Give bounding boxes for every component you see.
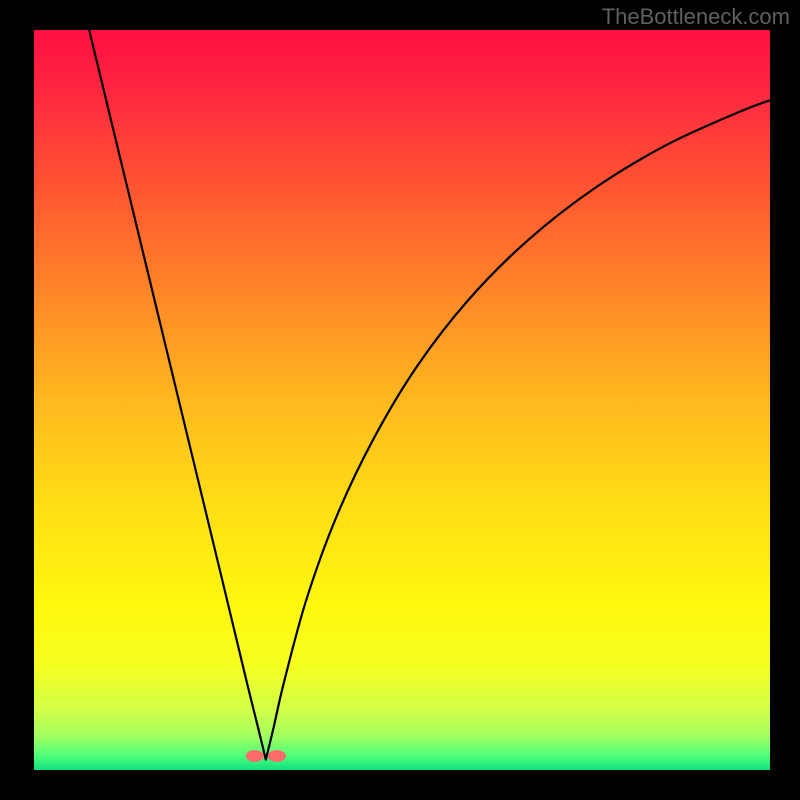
vertex-marker xyxy=(246,750,264,762)
curve-overlay xyxy=(34,30,770,770)
watermark-text: TheBottleneck.com xyxy=(602,4,790,30)
plot-area xyxy=(34,30,770,770)
chart-container: TheBottleneck.com xyxy=(0,0,800,800)
vertex-marker xyxy=(268,750,286,762)
v-curve-line xyxy=(89,30,770,760)
